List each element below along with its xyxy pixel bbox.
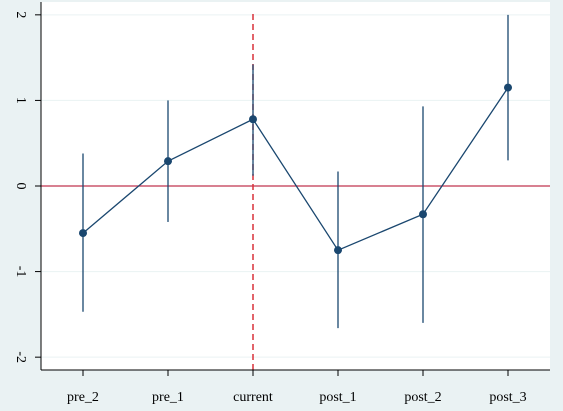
x-tick-label: post_1 [319,390,356,405]
y-ticks: -2 -1 0 1 2 [13,11,41,363]
y-tick-label: 1 [13,97,28,104]
x-ticks: pre_2 pre_1 current post_1 post_2 post_3 [67,370,527,405]
y-tick-label: -2 [13,351,28,363]
y-tick-label: 0 [13,183,28,190]
y-tick-label: -1 [13,266,28,278]
estimate-line [82,87,509,251]
estimate-line-group [82,87,509,251]
estimate-point-pre_2 [79,229,87,238]
estimate-point-pre_1 [164,157,172,166]
estimate-point-post_2 [419,210,427,219]
y-tick-label: 2 [13,11,28,18]
x-tick-label: pre_1 [152,390,184,405]
x-tick-label: current [233,390,273,405]
x-tick-label: post_2 [404,390,441,405]
x-tick-label: post_3 [489,390,526,405]
estimate-point-post_1 [334,246,342,255]
estimate-point-current [249,115,257,124]
gridlines [41,14,550,358]
reference-lines [41,14,550,370]
estimate-points [79,83,512,255]
x-tick-label: pre_2 [67,390,99,405]
estimate-point-post_3 [504,83,512,92]
